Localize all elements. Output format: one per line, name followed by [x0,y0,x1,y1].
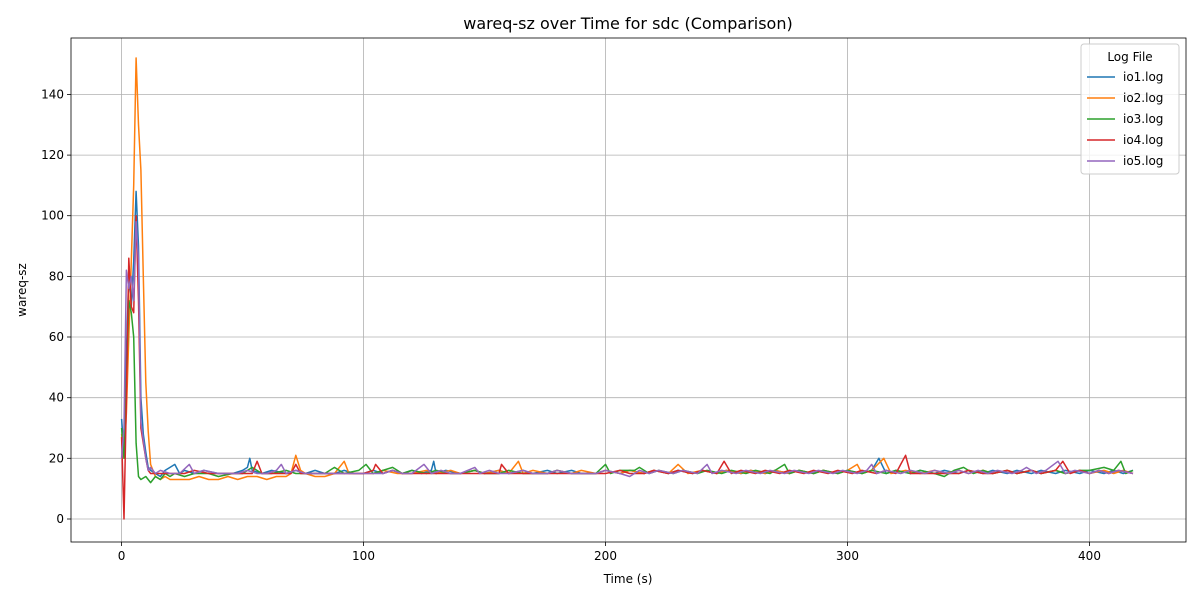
x-tick-label: 400 [1078,549,1101,563]
x-tick-label: 100 [352,549,375,563]
y-tick-label: 100 [41,209,64,223]
x-tick-label: 0 [118,549,126,563]
y-tick-label: 0 [56,512,64,526]
legend-title: Log File [1107,50,1152,64]
grid [71,38,1186,542]
x-axis: 0 100 200 300 400 [118,542,1101,563]
plot-frame [70,37,1187,543]
y-tick-label: 80 [49,269,64,283]
y-axis-title: wareq-sz [15,263,29,317]
x-axis-title: Time (s) [603,572,653,586]
legend-label-4: io4.log [1123,133,1163,147]
series-line-5 [120,221,1134,478]
y-tick-label: 140 [41,87,64,101]
y-tick-label: 60 [49,330,64,344]
legend: Log File io1.log io2.log io3.log io4.log io5… [1080,43,1180,175]
y-axis: 0 20 40 60 80 100 120 140 [41,87,71,526]
legend-label-1: io1.log [1123,70,1163,84]
plot-area [71,38,1186,542]
y-tick-label: 20 [49,451,64,465]
y-tick-label: 40 [49,391,64,405]
series-lines [120,57,1134,520]
legend-label-2: io2.log [1123,91,1163,105]
x-tick-label: 300 [836,549,859,563]
legend-items: io1.log io2.log io3.log io4.log io5.log [1087,70,1163,168]
y-tick-label: 120 [41,148,64,162]
legend-label-5: io5.log [1123,154,1163,168]
chart-title: wareq-sz over Time for sdc (Comparison) [463,14,792,33]
legend-label-3: io3.log [1123,112,1163,126]
x-tick-label: 200 [594,549,617,563]
